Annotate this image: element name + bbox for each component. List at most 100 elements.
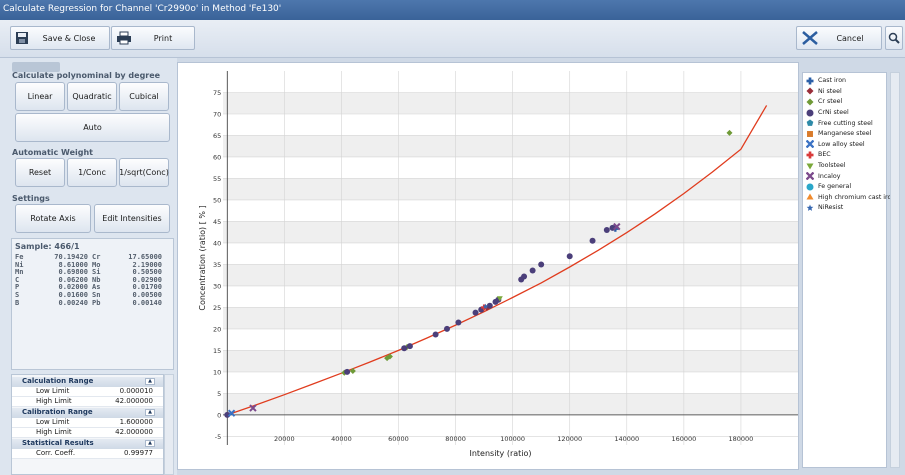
calib-range-header[interactable]: Calibration Range ▲ xyxy=(12,408,163,418)
data-point[interactable] xyxy=(538,261,545,268)
element-symbol: Fe xyxy=(15,253,24,261)
x-tick-label: 60000 xyxy=(388,435,409,443)
close-icon xyxy=(802,31,818,45)
legend-item[interactable]: Low alloy steel xyxy=(806,140,865,150)
calib-high-value[interactable]: 42.000000 xyxy=(115,428,153,436)
data-point[interactable] xyxy=(589,237,596,244)
element-symbol: Cr xyxy=(92,253,101,261)
cancel-label: Cancel xyxy=(836,33,864,43)
legend-label: Low alloy steel xyxy=(818,140,865,148)
data-point[interactable] xyxy=(432,331,439,338)
calc-low-value[interactable]: 0.000010 xyxy=(119,387,153,395)
cancel-button[interactable]: Cancel xyxy=(796,26,882,50)
auto-button[interactable]: Auto xyxy=(15,113,170,142)
property-grid-scrollbar[interactable] xyxy=(164,374,174,475)
calib-low-value[interactable]: 1.600000 xyxy=(119,418,153,426)
legend-item[interactable]: BEC xyxy=(806,150,831,160)
sample-rows: Fe 70.19420 Cr 17.65000 Ni 8.61000 Mo 2.19000 Mn… xyxy=(12,253,173,307)
data-point[interactable] xyxy=(726,129,733,136)
calc-high-value[interactable]: 42.000000 xyxy=(115,397,153,405)
collapse-toggle[interactable]: ▲ xyxy=(145,378,155,385)
y-tick-label: 15 xyxy=(213,347,221,355)
x-axis-label: Intensity (ratio) xyxy=(469,449,531,458)
calc-low-row[interactable]: Low Limit 0.000010 xyxy=(12,387,163,397)
calc-high-row[interactable]: High Limit 42.000000 xyxy=(12,397,163,407)
inverse-conc-button[interactable]: 1/Conc xyxy=(67,158,117,187)
data-point[interactable] xyxy=(481,304,488,311)
sample-row: C 0.06200 Nb 0.02900 xyxy=(12,275,173,285)
channel-tab[interactable] xyxy=(12,62,60,72)
legend-scrollbar[interactable] xyxy=(890,72,900,468)
print-button[interactable]: Print xyxy=(111,26,195,50)
legend-item[interactable]: Toolsteel xyxy=(806,161,845,171)
inverse-sqrt-conc-button[interactable]: 1/sqrt(Conc) xyxy=(119,158,169,187)
legend-marker-icon xyxy=(806,98,814,106)
data-point[interactable] xyxy=(486,302,493,309)
y-tick-label: 65 xyxy=(213,132,221,140)
data-point[interactable] xyxy=(496,296,503,302)
cubical-button[interactable]: Cubical xyxy=(119,82,169,111)
element-value: 8.61000 xyxy=(58,260,88,269)
regression-curve xyxy=(227,105,768,416)
legend-marker-icon xyxy=(806,77,814,85)
data-point[interactable] xyxy=(227,409,236,417)
quadratic-button[interactable]: Quadratic xyxy=(67,82,117,111)
grid-band xyxy=(223,350,798,372)
data-point[interactable] xyxy=(603,227,610,234)
reset-button[interactable]: Reset xyxy=(15,158,65,187)
legend-item[interactable]: CrNi steel xyxy=(806,108,849,118)
calc-range-header[interactable]: Calculation Range ▲ xyxy=(12,377,163,387)
edit-intensities-button[interactable]: Edit Intensities xyxy=(94,204,170,233)
data-point[interactable] xyxy=(444,325,451,332)
element-symbol: Si xyxy=(92,268,101,277)
save-close-button[interactable]: Save & Close xyxy=(10,26,110,50)
regression-chart[interactable]: 20000 40000 60000 80000 100000 120000 140000 16… xyxy=(178,63,798,469)
x-tick-label: 80000 xyxy=(445,435,466,443)
zoom-button[interactable] xyxy=(885,26,903,50)
legend-item[interactable]: Free cutting steel xyxy=(806,118,873,128)
legend-item[interactable]: Ni steel xyxy=(806,87,842,97)
data-point[interactable] xyxy=(566,253,573,260)
corr-row[interactable]: Corr. Coeff. 0.99977 xyxy=(12,449,163,459)
legend-item[interactable]: Fe general xyxy=(806,182,851,192)
element-symbol: Mo xyxy=(92,260,101,269)
data-point[interactable] xyxy=(472,309,479,316)
legend-item[interactable]: Incaloy xyxy=(806,171,841,181)
data-point[interactable] xyxy=(455,319,462,326)
rotate-axis-button[interactable]: Rotate Axis xyxy=(15,204,91,233)
data-point[interactable] xyxy=(386,353,393,360)
data-point[interactable] xyxy=(406,343,413,350)
y-tick-label: 0 xyxy=(217,411,221,419)
legend-item[interactable]: Manganese steel xyxy=(806,129,871,139)
data-point[interactable] xyxy=(613,222,621,231)
calib-high-row[interactable]: High Limit 42.000000 xyxy=(12,428,163,438)
data-point[interactable] xyxy=(249,404,257,412)
element-value: 0.02900 xyxy=(132,275,162,284)
element-symbol: Ni xyxy=(15,260,24,269)
stats-header[interactable]: Statistical Results ▲ xyxy=(12,439,163,449)
calc-low-label: Low Limit xyxy=(36,387,70,395)
legend-item[interactable]: Cast iron xyxy=(806,76,846,86)
data-point[interactable] xyxy=(529,267,536,274)
y-tick-label: 55 xyxy=(213,175,221,183)
printer-icon xyxy=(117,31,131,45)
legend-item[interactable]: Cr steel xyxy=(806,97,842,107)
settings-section-title: Settings xyxy=(12,194,50,203)
data-point[interactable] xyxy=(521,273,528,280)
legend-marker-icon xyxy=(806,183,814,191)
y-tick-label: 20 xyxy=(213,325,221,333)
legend-item[interactable]: High chromium cast iron xyxy=(806,193,895,203)
data-point[interactable] xyxy=(344,368,351,375)
element-symbol: Sn xyxy=(92,290,101,299)
x-tick-label: 140000 xyxy=(614,435,639,443)
legend-item[interactable]: NiResist xyxy=(806,203,843,213)
data-point[interactable] xyxy=(482,303,489,310)
collapse-toggle[interactable]: ▲ xyxy=(145,409,155,416)
data-point[interactable] xyxy=(401,345,408,352)
data-point[interactable] xyxy=(349,368,356,375)
collapse-toggle[interactable]: ▲ xyxy=(145,440,155,447)
calib-low-row[interactable]: Low Limit 1.600000 xyxy=(12,418,163,428)
legend-marker-icon xyxy=(807,130,813,137)
calc-high-label: High Limit xyxy=(36,397,72,405)
linear-button[interactable]: Linear xyxy=(15,82,65,111)
